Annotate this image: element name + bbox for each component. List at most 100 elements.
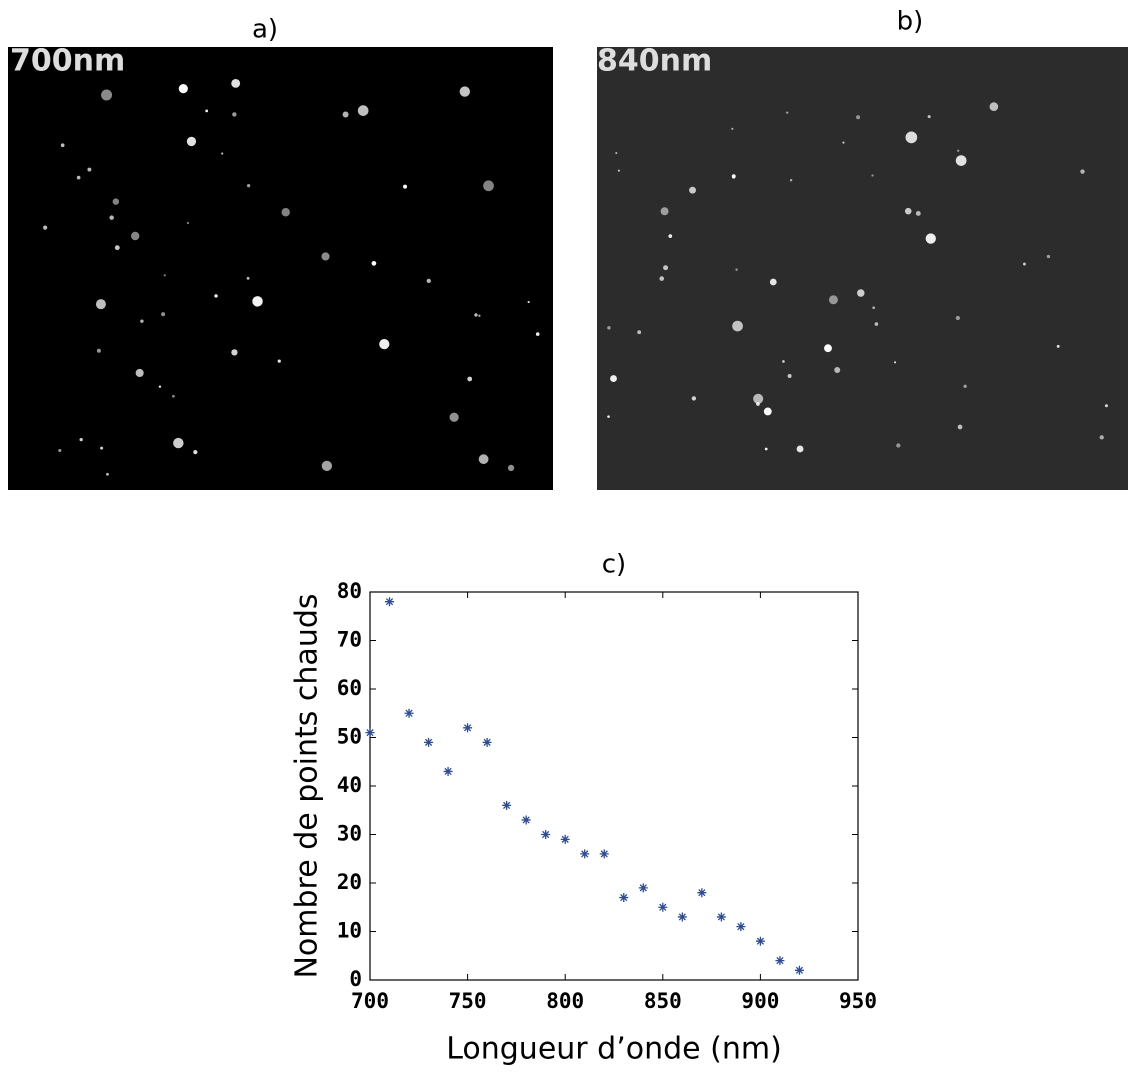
- speckle: [186, 221, 189, 225]
- speckle: [158, 385, 162, 388]
- speckle: [731, 127, 734, 130]
- point: [619, 893, 629, 903]
- speckle: [915, 211, 921, 216]
- speckle: [834, 366, 841, 373]
- x-tick-label: 900: [741, 989, 779, 1013]
- speckle: [753, 393, 764, 404]
- speckle: [607, 326, 611, 330]
- speckle: [637, 330, 642, 335]
- speckle: [1022, 262, 1026, 266]
- speckle: [874, 322, 879, 326]
- speckle: [459, 86, 470, 97]
- point: [775, 956, 785, 966]
- point: [697, 888, 707, 898]
- speckle: [379, 339, 390, 350]
- speckle: [787, 373, 792, 378]
- point: [677, 912, 687, 922]
- speckle: [535, 332, 540, 336]
- speckle: [663, 265, 669, 271]
- point: [638, 883, 648, 893]
- speckle: [60, 143, 65, 148]
- speckle: [796, 445, 804, 453]
- speckle: [221, 152, 224, 155]
- panel-label: b): [897, 7, 924, 37]
- speckle: [58, 448, 62, 453]
- speckle: [114, 245, 120, 251]
- speckle: [872, 306, 876, 310]
- speckle: [842, 141, 845, 144]
- speckle: [100, 446, 104, 450]
- speckle: [659, 276, 665, 281]
- x-axis-label: Longueur d’onde (nm): [446, 1032, 782, 1067]
- speckle: [426, 278, 431, 284]
- speckle: [786, 111, 789, 114]
- point: [658, 902, 668, 912]
- point: [424, 737, 434, 747]
- speckle: [769, 278, 777, 286]
- speckle: [955, 315, 960, 321]
- speckle: [43, 225, 48, 230]
- speckle: [507, 464, 515, 472]
- speckle: [231, 349, 238, 356]
- speckle: [246, 183, 251, 188]
- speckle: [691, 396, 697, 401]
- speckle: [963, 384, 967, 388]
- speckle: [764, 447, 768, 451]
- point: [463, 723, 473, 733]
- speckle: [478, 454, 489, 465]
- image-overlay: 700nm: [10, 44, 125, 79]
- speckle: [989, 102, 999, 112]
- speckle: [828, 295, 838, 305]
- speckle: [957, 424, 963, 430]
- speckle: [186, 136, 197, 147]
- y-tick-label: 80: [337, 579, 362, 603]
- speckle: [449, 412, 459, 422]
- y-tick-label: 30: [337, 822, 362, 846]
- speckle: [106, 472, 109, 476]
- speckle: [857, 289, 865, 297]
- point: [443, 766, 453, 776]
- image-a: [8, 47, 553, 490]
- point: [736, 922, 746, 932]
- speckle: [1099, 435, 1104, 440]
- speckle: [756, 402, 760, 406]
- speckle: [904, 207, 912, 215]
- speckle: [660, 207, 669, 216]
- speckle: [1080, 169, 1085, 174]
- speckle: [321, 252, 330, 261]
- speckle: [668, 234, 673, 238]
- point: [794, 965, 804, 975]
- x-tick-label: 800: [546, 989, 584, 1013]
- point: [560, 834, 570, 844]
- speckle: [140, 319, 144, 323]
- speckle: [607, 415, 610, 418]
- y-tick-label: 40: [337, 773, 362, 797]
- point: [599, 849, 609, 859]
- x-tick-label: 950: [839, 989, 877, 1013]
- speckle: [925, 233, 936, 244]
- speckle: [277, 359, 281, 363]
- speckle: [1056, 344, 1060, 348]
- point: [385, 597, 395, 607]
- panel-label: a): [252, 15, 278, 45]
- speckle: [927, 115, 931, 119]
- speckle: [856, 115, 861, 120]
- speckle: [478, 314, 481, 317]
- x-tick-label: 850: [644, 989, 682, 1013]
- point: [580, 849, 590, 859]
- speckle: [763, 407, 772, 416]
- y-tick-label: 20: [337, 870, 362, 894]
- speckle: [173, 437, 184, 449]
- speckle: [483, 180, 494, 192]
- speckle: [321, 460, 333, 472]
- speckle: [824, 344, 832, 353]
- point: [404, 708, 414, 718]
- image-overlay: 840nm: [597, 44, 712, 79]
- speckle: [135, 368, 144, 378]
- images: [8, 47, 1128, 490]
- y-axis-label: Nombre de points chauds: [290, 593, 325, 978]
- point: [716, 912, 726, 922]
- speckle: [610, 375, 617, 382]
- speckle: [689, 186, 696, 194]
- speckle: [178, 84, 188, 94]
